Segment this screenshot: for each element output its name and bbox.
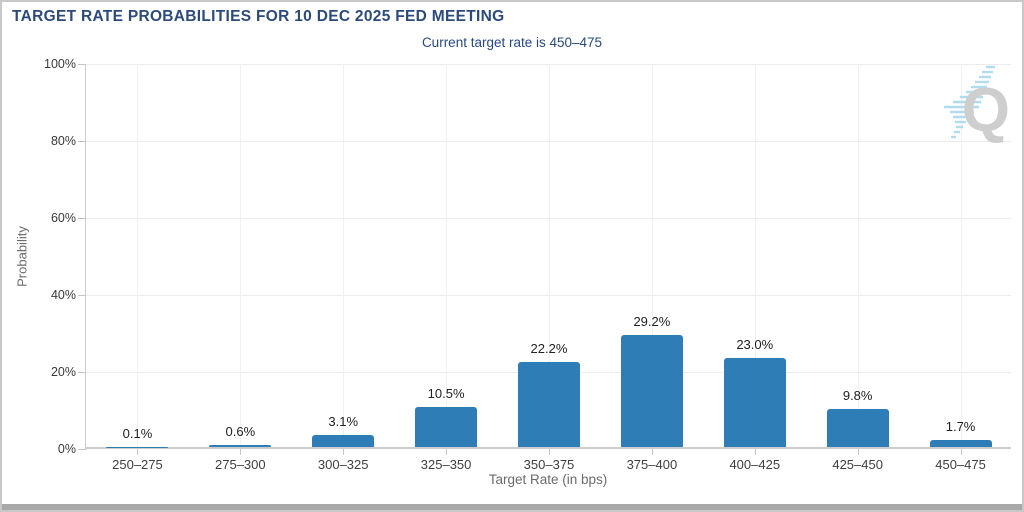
bar-value-label: 0.1%: [122, 425, 153, 441]
y-tick-label: 80%: [50, 134, 76, 148]
bar-value-label: 22.2%: [530, 340, 568, 356]
y-tick-mark: [78, 295, 86, 296]
y-grid-line: [86, 218, 1011, 219]
x-tick-label: 250–275: [112, 457, 163, 472]
category-slot: 23.0% 400–425: [703, 64, 806, 472]
x-tick-mark: [857, 449, 859, 455]
quikstrike-watermark: Q: [938, 62, 1014, 150]
category-slot: 0.1% 250–275: [86, 64, 189, 472]
x-tick-mark: [960, 449, 962, 455]
category-slot: 3.1% 300–325: [292, 64, 395, 472]
bar[interactable]: [517, 361, 580, 447]
y-tick-label: 60%: [50, 211, 76, 225]
bottom-border: [2, 504, 1022, 510]
x-tick-label: 425–450: [832, 457, 883, 472]
category-slot: 0.6% 275–300: [189, 64, 292, 472]
v-grid-line: [651, 64, 653, 447]
x-tick-label: 375–400: [626, 457, 678, 472]
x-tick-mark: [548, 449, 550, 455]
v-grid-line: [857, 64, 859, 447]
bar[interactable]: [106, 446, 169, 447]
y-tick-mark: [78, 141, 86, 142]
category-slot: 9.8% 425–450: [806, 64, 909, 472]
x-tick-mark: [240, 449, 242, 455]
y-tick-label: 0%: [57, 442, 76, 456]
watermark-stripes-icon: [944, 65, 995, 139]
category-slot: 22.2% 350–375: [498, 64, 601, 472]
q-logo-icon: Q: [961, 76, 1010, 145]
v-grid-line: [343, 64, 345, 447]
bar-value-label: 3.1%: [328, 414, 359, 430]
bar[interactable]: [929, 440, 992, 447]
bar-value-label: 1.7%: [945, 419, 976, 435]
x-tick-label: 450–475: [935, 457, 986, 472]
x-tick-mark: [651, 449, 653, 455]
x-axis-title: Target Rate (in bps): [488, 472, 608, 487]
category-slot: 10.5% 325–350: [395, 64, 498, 472]
x-tick-mark: [754, 449, 756, 455]
y-grid-line: [86, 64, 1011, 65]
x-tick-label: 325–350: [420, 457, 472, 472]
v-grid-line: [548, 64, 550, 447]
y-grid-line: [86, 141, 1011, 142]
bar[interactable]: [723, 358, 786, 447]
plot-area: 0.1% 250–275 0.6% 275–300 3.1% 300–325 10.5% 32…: [78, 64, 1012, 472]
y-tick-label: 40%: [50, 288, 76, 302]
y-tick-mark: [78, 372, 86, 373]
bar[interactable]: [312, 435, 375, 447]
bar-value-label: 29.2%: [633, 313, 671, 329]
v-grid-line: [754, 64, 756, 447]
v-grid-line: [446, 64, 448, 447]
v-grid-line: [137, 64, 139, 447]
x-tick-label: 350–375: [523, 457, 575, 472]
v-grid-line: [240, 64, 242, 447]
bar[interactable]: [826, 409, 889, 447]
x-tick-mark: [446, 449, 448, 455]
y-axis-tick-labels: 0% 20% 40% 60% 80% 100%: [2, 57, 76, 456]
page-title: TARGET RATE PROBABILITIES FOR 10 DEC 202…: [12, 8, 505, 25]
x-tick-mark: [343, 449, 345, 455]
bar-value-label: 23.0%: [736, 337, 774, 353]
bar[interactable]: [620, 334, 683, 447]
y-tick-label: 20%: [50, 365, 76, 379]
y-grid-line: [86, 295, 1011, 296]
bar[interactable]: [209, 444, 272, 447]
chart-subtitle: Current target rate is 450–475: [421, 35, 603, 50]
y-tick-mark: [78, 449, 86, 450]
y-tick-label: 100%: [44, 57, 76, 71]
x-tick-label: 275–300: [215, 457, 266, 472]
bar[interactable]: [415, 406, 478, 447]
bar-value-label: 10.5%: [427, 385, 465, 401]
x-tick-label: 400–425: [729, 457, 781, 472]
y-tick-mark: [78, 218, 86, 219]
y-tick-mark: [78, 64, 86, 65]
x-tick-mark: [137, 449, 139, 455]
category-slot: 1.7% 450–475: [909, 64, 1012, 472]
bar-value-label: 0.6%: [225, 423, 256, 439]
category-slot: 29.2% 375–400: [600, 64, 703, 472]
x-tick-label: 300–325: [317, 457, 369, 472]
v-grid-line: [960, 64, 962, 447]
bar-value-label: 9.8%: [842, 388, 873, 404]
